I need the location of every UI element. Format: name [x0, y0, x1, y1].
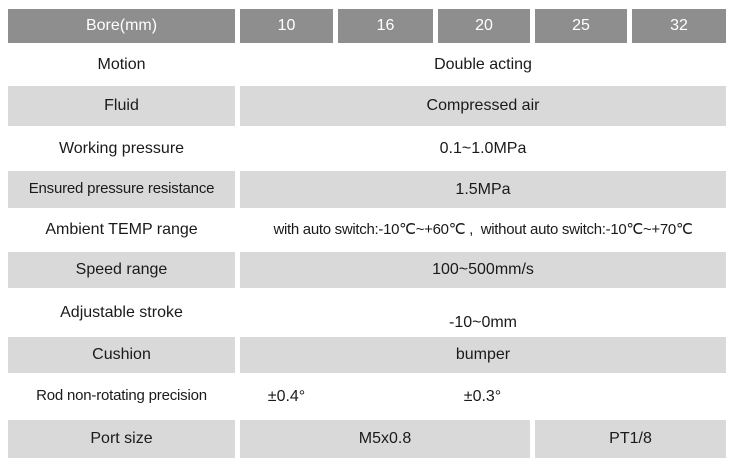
row-value-cushion: bumper [240, 337, 726, 373]
header-bore-label: Bore(mm) [8, 9, 235, 43]
header-col-bore-20: 20 [438, 9, 530, 43]
row-value-working-pressure: 0.1~1.0MPa [240, 126, 726, 171]
header-col-bore-25: 25 [535, 9, 627, 43]
row-label-motion: Motion [8, 43, 235, 86]
header-col-bore-10: 10 [240, 9, 333, 43]
row-label-fluid: Fluid [8, 86, 235, 126]
row-value-speed-range: 100~500mm/s [240, 252, 726, 288]
row-label-ensured-pressure-resistance: Ensured pressure resistance [8, 171, 235, 208]
row-value-port-size-large-bores: PT1/8 [535, 420, 726, 458]
row-value-fluid: Compressed air [240, 86, 726, 126]
row-value-rod-precision-others: ±0.3° [338, 373, 627, 420]
row-label-cushion: Cushion [8, 337, 235, 373]
row-label-speed-range: Speed range [8, 252, 235, 288]
row-label-port-size: Port size [8, 420, 235, 458]
row-label-rod-non-rotating-precision: Rod non-rotating precision [8, 373, 235, 420]
row-label-working-pressure: Working pressure [8, 126, 235, 171]
row-label-adjustable-stroke: Adjustable stroke [8, 288, 235, 337]
row-cell-rod-precision-empty [632, 373, 726, 420]
row-value-port-size-small-bores: M5x0.8 [240, 420, 530, 458]
header-col-bore-32: 32 [632, 9, 726, 43]
row-value-ambient-temp-range: with auto switch:-10℃~+60℃ , without aut… [240, 208, 726, 252]
row-value-ensured-pressure-resistance: 1.5MPa [240, 171, 726, 208]
spec-table: Bore(mm) 10 16 20 25 32 Motion Double ac… [8, 9, 726, 458]
header-col-bore-16: 16 [338, 9, 433, 43]
row-label-ambient-temp-range: Ambient TEMP range [8, 208, 235, 252]
row-value-motion: Double acting [240, 43, 726, 86]
row-value-rod-precision-bore10: ±0.4° [240, 373, 333, 420]
row-value-adjustable-stroke: -10~0mm [240, 288, 726, 337]
